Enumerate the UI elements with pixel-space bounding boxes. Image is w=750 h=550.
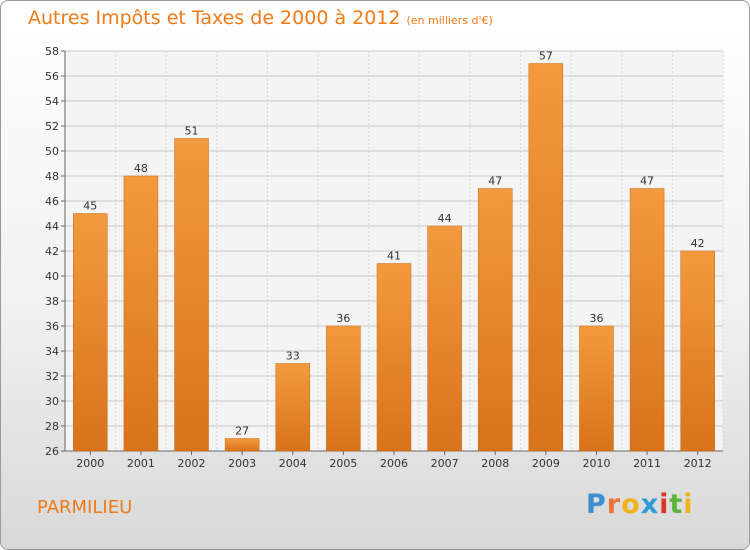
brand-letter: t: [669, 489, 684, 520]
x-tick-label: 2001: [127, 457, 155, 470]
x-tick-label: 2010: [582, 457, 610, 470]
data-label-2007: 44: [438, 212, 452, 225]
x-tick-label: 2005: [329, 457, 357, 470]
brand-letter: x: [640, 489, 660, 520]
commune-label: PARMILIEU: [37, 497, 133, 518]
y-tick-label: 58: [45, 45, 59, 58]
y-tick-label: 36: [45, 320, 59, 333]
bar-2010: [579, 325, 614, 452]
bar-2002: [174, 138, 209, 452]
data-label-2006: 41: [387, 250, 401, 263]
y-tick-label: 40: [45, 270, 59, 283]
data-label-2000: 45: [83, 200, 97, 213]
x-tick-label: 2008: [481, 457, 509, 470]
x-tick-label: 2007: [431, 457, 459, 470]
y-tick-label: 54: [45, 95, 59, 108]
y-tick-label: 44: [45, 220, 59, 233]
x-tick-label: 2002: [178, 457, 206, 470]
bar-2006: [376, 263, 412, 452]
chart-title: Autres Impôts et Taxes de 2000 à 2012 (en…: [28, 7, 493, 29]
brand-letter: r: [606, 489, 622, 520]
y-tick-label: 46: [45, 195, 59, 208]
bar-2004: [275, 363, 311, 452]
data-label-2004: 33: [286, 350, 300, 363]
bar-2003: [224, 438, 260, 452]
data-label-2002: 51: [185, 125, 199, 138]
y-tick-label: 34: [45, 345, 59, 358]
bar-2005: [326, 325, 361, 452]
x-tick-label: 2006: [380, 457, 408, 470]
bar-2001: [123, 175, 159, 452]
data-label-2011: 47: [640, 175, 654, 188]
y-tick-label: 48: [45, 170, 59, 183]
bar-2009: [528, 63, 564, 452]
y-tick-label: 42: [45, 245, 59, 258]
bar-2012: [680, 250, 715, 452]
x-tick-label: 2004: [279, 457, 307, 470]
data-label-2012: 42: [691, 237, 705, 250]
y-tick-label: 52: [45, 120, 59, 133]
y-tick-label: 50: [45, 145, 59, 158]
x-tick-label: 2009: [532, 457, 560, 470]
data-label-2003: 27: [235, 425, 249, 438]
bar-2007: [427, 225, 462, 452]
x-tick-label: 2012: [684, 457, 712, 470]
x-tick-label: 2000: [76, 457, 104, 470]
bars: [73, 63, 715, 452]
x-tick-label: 2011: [633, 457, 661, 470]
brand-letter: i: [683, 489, 694, 520]
y-tick-label: 32: [45, 370, 59, 383]
bar-2008: [477, 188, 513, 452]
y-tick-label: 28: [45, 420, 59, 433]
chart-title-text: Autres Impôts et Taxes de 2000 à 2012: [28, 7, 401, 29]
data-label-2010: 36: [589, 312, 603, 325]
y-tick-label: 30: [45, 395, 59, 408]
brand-letter: o: [621, 489, 641, 520]
y-tick-label: 56: [45, 70, 59, 83]
bar-2011: [629, 188, 665, 452]
data-label-2009: 57: [539, 50, 553, 63]
data-label-2008: 47: [488, 175, 502, 188]
brand-logo: Proxiti: [586, 489, 694, 520]
y-tick-label: 38: [45, 295, 59, 308]
chart-subtitle: (en milliers d'€): [406, 14, 493, 27]
data-label-2001: 48: [134, 162, 148, 175]
data-label-2005: 36: [336, 312, 350, 325]
data-labels: 45 48 51 27 33 36 41 44 47 57 36 47 42: [83, 50, 704, 438]
x-tick-label: 2003: [228, 457, 256, 470]
brand-letter: i: [659, 489, 670, 520]
y-tick-label: 26: [45, 445, 59, 458]
bar-2000: [73, 213, 108, 452]
brand-letter: P: [586, 489, 607, 520]
